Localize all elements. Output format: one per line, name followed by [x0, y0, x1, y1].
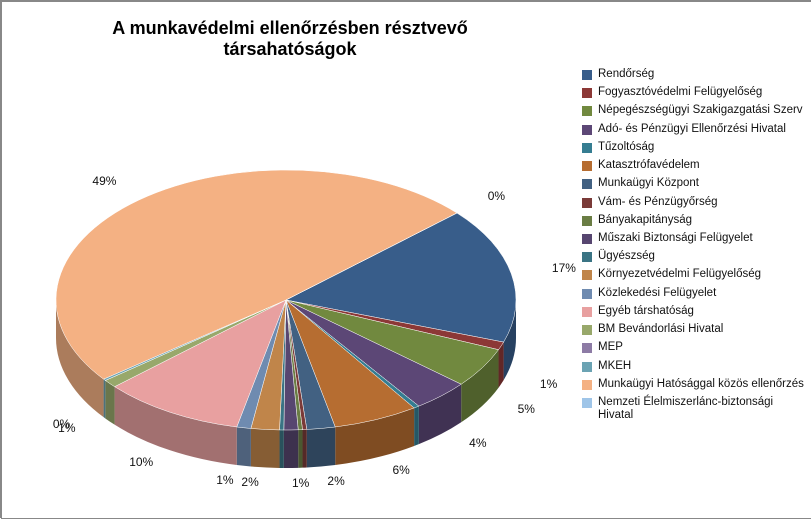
legend-swatch [582, 88, 592, 98]
legend-item: Vám- és Pénzügyőrség [582, 196, 804, 209]
legend-label: Közlekedési Felügyelet [598, 287, 716, 300]
legend-item: Bányakapitányság [582, 214, 804, 227]
legend-label: Egyéb társhatóság [598, 305, 694, 318]
legend-label: Ügyészség [598, 250, 655, 263]
legend-item: Közlekedési Felügyelet [582, 287, 804, 300]
pct-label: 5% [518, 402, 535, 416]
legend-label: MKEH [598, 360, 631, 373]
legend-label: Környezetvédelmi Felügyelőség [598, 268, 761, 281]
legend-label: BM Bevándorlási Hivatal [598, 323, 723, 336]
legend-swatch [582, 362, 592, 372]
legend-swatch [582, 270, 592, 280]
legend-item: Munkaügyi Hatósággal közös ellenőrzés [582, 378, 804, 391]
legend-swatch [582, 252, 592, 262]
pct-label: 1% [540, 377, 557, 391]
pie-chart [6, 60, 576, 510]
pct-label: 0% [53, 417, 70, 431]
pct-label: 17% [552, 261, 576, 275]
legend-label: Rendőrség [598, 68, 654, 81]
legend-label: Tűzoltóság [598, 141, 654, 154]
legend-label: Katasztrófavédelem [598, 159, 700, 172]
legend-item: Munkaügyi Központ [582, 177, 804, 190]
legend-item: Tűzoltóság [582, 141, 804, 154]
pct-label: 1% [216, 473, 233, 487]
legend-swatch [582, 143, 592, 153]
legend-label: Műszaki Biztonsági Felügyelet [598, 232, 753, 245]
legend-swatch [582, 106, 592, 116]
legend-item: Katasztrófavédelem [582, 159, 804, 172]
legend-item: MEP [582, 341, 804, 354]
legend-swatch [582, 161, 592, 171]
legend-swatch [582, 198, 592, 208]
legend-swatch [582, 289, 592, 299]
pct-label: 2% [241, 475, 258, 489]
legend-label: Vám- és Pénzügyőrség [598, 196, 718, 209]
legend-swatch [582, 380, 592, 390]
legend-label: Bányakapitányság [598, 214, 692, 227]
legend-item: Fogyasztóvédelmi Felügyelőség [582, 86, 804, 99]
legend-swatch [582, 70, 592, 80]
legend-item: Környezetvédelmi Felügyelőség [582, 268, 804, 281]
legend-item: Nemzeti Élelmiszerlánc-biztonsági Hivata… [582, 396, 804, 422]
legend-swatch [582, 325, 592, 335]
legend-item: Népegészségügyi Szakigazgatási Szerv [582, 104, 804, 117]
legend-item: Rendőrség [582, 68, 804, 81]
legend-swatch [582, 216, 592, 226]
legend-swatch [582, 234, 592, 244]
legend-label: Adó- és Pénzügyi Ellenőrzési Hivatal [598, 123, 786, 136]
legend-swatch [582, 307, 592, 317]
pct-label: 2% [327, 474, 344, 488]
legend-item: Ügyészség [582, 250, 804, 263]
legend-item: Egyéb társhatóság [582, 305, 804, 318]
legend-swatch [582, 125, 592, 135]
legend-swatch [582, 179, 592, 189]
legend-item: MKEH [582, 360, 804, 373]
pct-label: 4% [469, 436, 486, 450]
pct-label: 49% [92, 174, 116, 188]
legend-label: Nemzeti Élelmiszerlánc-biztonsági Hivata… [598, 396, 804, 422]
legend-item: BM Bevándorlási Hivatal [582, 323, 804, 336]
legend-label: Fogyasztóvédelmi Felügyelőség [598, 86, 762, 99]
chart-title: A munkavédelmi ellenőrzésben résztvevő t… [0, 18, 580, 60]
legend-swatch [582, 343, 592, 353]
legend: Rendőrség Fogyasztóvédelmi Felügyelőség Né… [582, 68, 804, 427]
legend-item: Adó- és Pénzügyi Ellenőrzési Hivatal [582, 123, 804, 136]
pct-label: 6% [392, 463, 409, 477]
legend-label: Munkaügyi Központ [598, 177, 699, 190]
legend-label: Népegészségügyi Szakigazgatási Szerv [598, 104, 803, 117]
legend-label: Munkaügyi Hatósággal közös ellenőrzés [598, 378, 804, 391]
pct-label: 1% [292, 476, 309, 490]
pct-label: 0% [488, 189, 505, 203]
legend-item: Műszaki Biztonsági Felügyelet [582, 232, 804, 245]
legend-label: MEP [598, 341, 623, 354]
pct-label: 10% [129, 455, 153, 469]
legend-swatch [582, 398, 592, 408]
